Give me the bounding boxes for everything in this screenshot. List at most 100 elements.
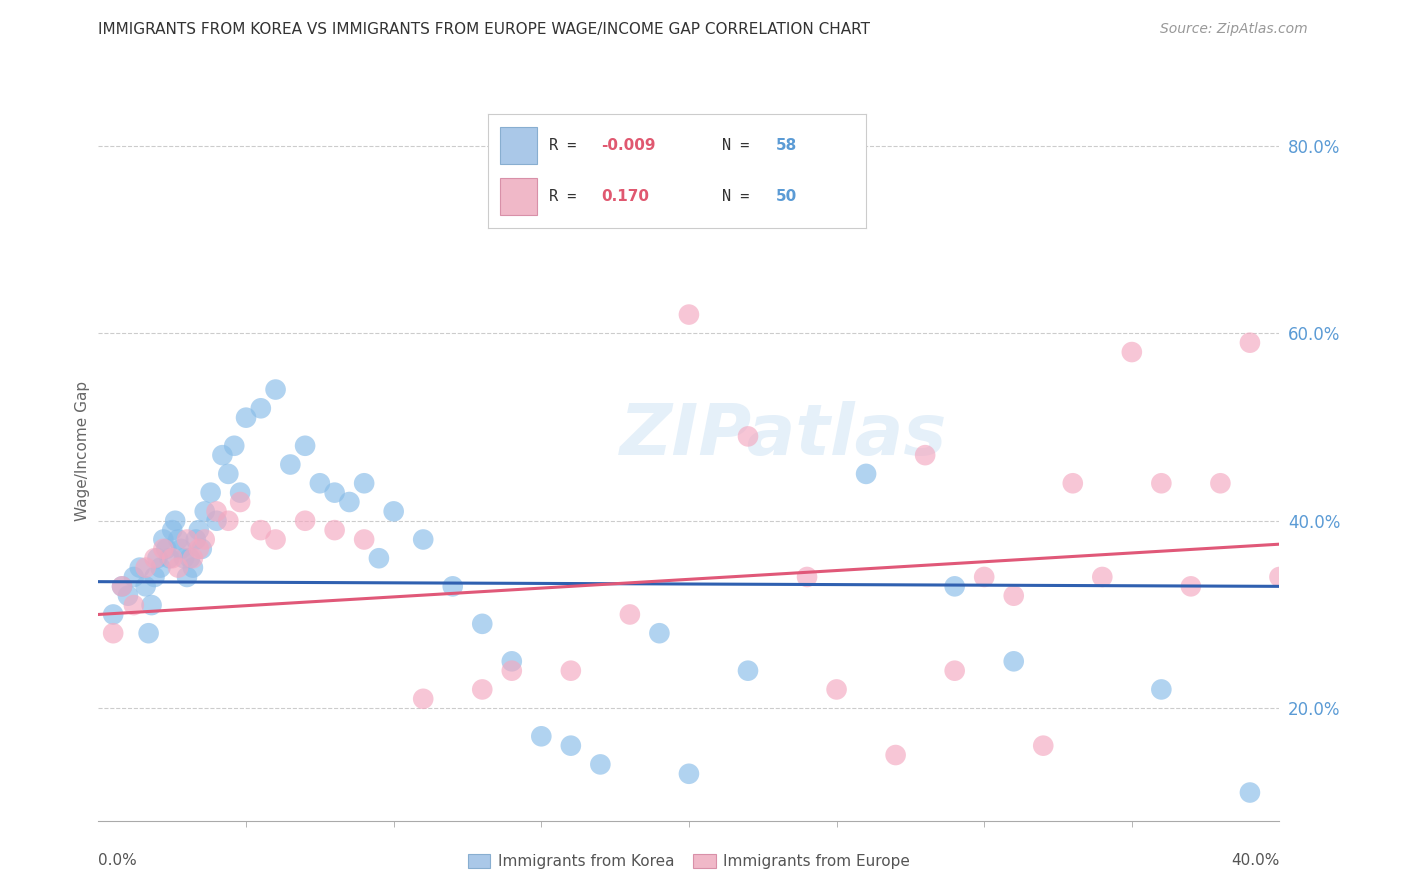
Point [200,485,222,500]
Point [135,579,157,593]
Point [1239,785,1261,799]
Point [181,551,204,566]
Point [117,589,139,603]
Point [323,523,346,537]
Point [412,691,434,706]
Point [1386,458,1406,472]
Point [235,410,257,425]
Point [157,551,180,566]
Point [471,616,494,631]
Point [224,439,246,453]
Y-axis label: Wage/Income Gap: Wage/Income Gap [75,380,90,521]
Point [530,729,553,743]
Point [501,664,523,678]
Point [943,664,966,678]
Point [855,467,877,481]
Point [176,533,198,547]
Point [264,383,287,397]
Point [122,570,145,584]
Point [162,523,183,537]
Point [825,682,848,697]
Point [111,579,134,593]
Point [250,523,273,537]
Point [1180,579,1202,593]
Point [973,570,995,584]
Point [294,439,316,453]
Point [884,747,907,762]
Point [323,485,346,500]
Point [128,560,150,574]
Point [135,560,157,574]
Point [1268,570,1291,584]
Point [173,551,195,566]
Point [678,766,700,780]
Point [122,598,145,612]
Text: 40.0%: 40.0% [1232,854,1279,868]
Point [471,682,494,697]
Point [560,664,582,678]
Point [1002,654,1025,668]
Point [146,551,169,566]
Point [943,579,966,593]
Point [1121,345,1143,359]
Point [1341,570,1364,584]
Point [589,757,612,772]
Text: IMMIGRANTS FROM KOREA VS IMMIGRANTS FROM EUROPE WAGE/INCOME GAP CORRELATION CHAR: IMMIGRANTS FROM KOREA VS IMMIGRANTS FROM… [98,22,870,37]
Point [648,626,671,640]
Point [217,514,239,528]
Point [181,560,204,574]
Point [1062,476,1084,491]
Point [165,514,187,528]
Point [294,514,316,528]
Point [678,308,700,322]
Point [141,598,163,612]
Point [176,570,198,584]
Point [103,607,125,622]
Point [264,533,287,547]
Point [1032,739,1054,753]
Point [152,541,174,556]
Point [229,485,252,500]
Point [1002,589,1025,603]
Point [217,467,239,481]
Point [194,533,217,547]
Point [441,579,464,593]
Point [187,523,209,537]
Point [1357,691,1379,706]
Point [412,533,434,547]
Point [152,533,174,547]
Point [1091,570,1114,584]
Point [1298,485,1320,500]
Point [143,570,166,584]
Point [278,458,302,472]
Point [1312,485,1334,500]
Point [103,626,125,640]
Text: ZIPatlas: ZIPatlas [620,401,948,470]
Point [368,551,391,566]
Point [560,739,582,753]
Point [796,570,818,584]
Point [1239,335,1261,350]
Point [737,429,759,443]
Point [205,514,228,528]
Point [1150,476,1173,491]
Point [149,560,172,574]
Point [167,533,190,547]
Point [138,626,160,640]
Point [914,448,936,462]
Point [1327,476,1350,491]
Point [170,541,193,556]
Point [337,495,360,509]
Point [179,551,201,566]
Point [353,533,375,547]
Point [1282,739,1305,753]
Point [353,476,375,491]
Point [155,541,177,556]
Point [229,495,252,509]
Text: Source: ZipAtlas.com: Source: ZipAtlas.com [1160,22,1308,37]
Point [111,579,134,593]
Point [1209,476,1232,491]
Point [382,504,405,518]
Point [205,504,228,518]
Point [737,664,759,678]
